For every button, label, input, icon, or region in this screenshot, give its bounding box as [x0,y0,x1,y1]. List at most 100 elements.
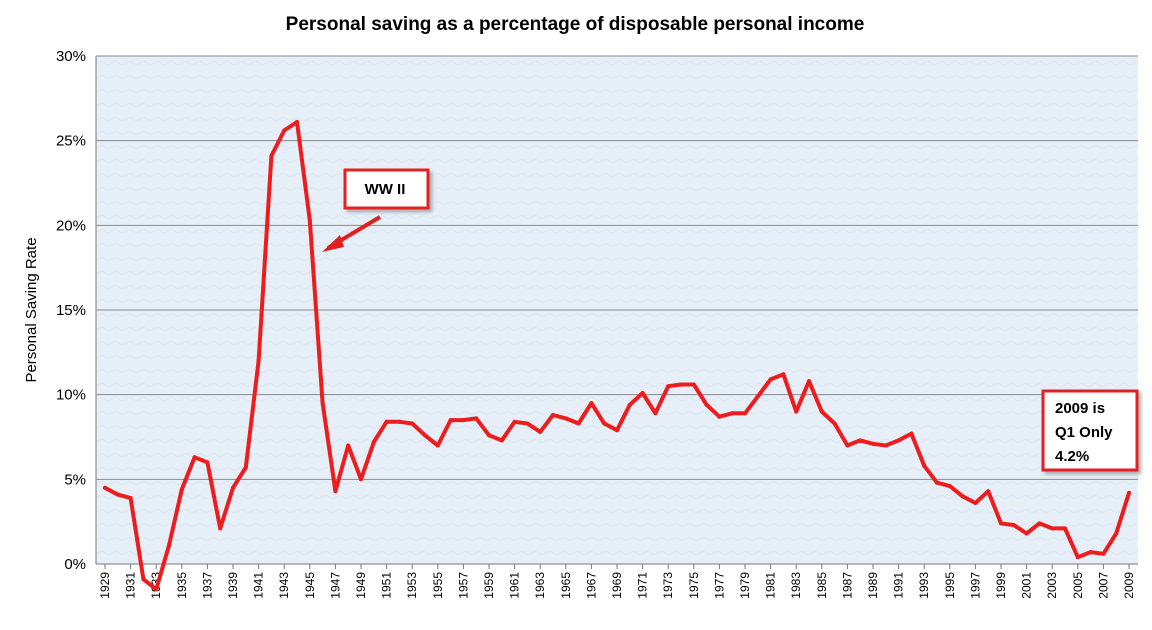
data-point [256,358,261,363]
data-point [282,128,287,133]
x-tick-label: 1929 [98,572,112,599]
q1-2009-callout: 2009 is Q1 Only 4.2% [1041,389,1139,472]
x-tick-label: 2005 [1071,572,1085,599]
x-tick-label: 1987 [840,572,854,599]
x-tick-label: 1935 [175,572,189,599]
data-point [781,372,786,377]
data-point [1037,521,1042,526]
data-point [717,414,722,419]
data-point [1114,531,1119,536]
data-point [269,153,274,158]
data-point [320,401,325,406]
y-tick-label: 20% [56,217,86,234]
data-point [307,218,312,223]
ww2-callout: WW II [322,168,430,252]
data-point [359,477,363,482]
data-point [461,418,466,423]
x-tick-label: 1955 [431,572,445,599]
y-tick-label: 5% [64,471,86,488]
data-point [730,411,735,416]
data-point [499,438,504,443]
data-point [410,421,415,426]
chart-title: Personal saving as a percentage of dispo… [286,14,865,35]
data-point [1088,550,1093,555]
x-tick-label: 1989 [866,572,880,599]
data-point [1063,526,1067,531]
data-point [167,543,171,548]
data-point [192,455,197,460]
data-point [448,418,453,423]
data-point [973,501,978,505]
data-point [231,485,235,490]
data-point [807,379,811,384]
data-point [141,577,146,582]
x-tick-label: 1963 [533,572,547,599]
x-tick-label: 1981 [764,572,778,599]
data-point [653,411,658,416]
y-tick-label: 25% [56,133,86,150]
data-point [128,496,133,500]
data-point [1075,555,1080,560]
data-point [794,409,799,414]
x-tick-label: 1971 [636,572,650,599]
y-axis-label: Personal Saving Rate [23,237,40,382]
data-point [679,382,683,387]
data-point [205,460,210,465]
data-point [218,526,223,531]
data-point [743,411,747,416]
data-point [1011,523,1016,528]
data-point [551,413,555,417]
data-point [947,484,952,489]
q1-2009-annotation-line-2: Q1 Only [1055,424,1113,441]
x-tick-label: 2007 [1096,572,1110,599]
data-point [346,443,351,448]
data-point [986,489,991,494]
x-tick-label: 1953 [405,572,419,599]
data-point [1101,551,1106,556]
x-tick-label: 1961 [508,572,522,599]
q1-2009-annotation-line-1: 2009 is [1055,400,1105,417]
q1-2009-annotation-box [1041,389,1139,472]
data-point [845,443,850,448]
ww2-annotation-text: WW II [365,181,406,198]
y-axis-ticks: 0% 5% 10% 15% 20% 25% 30% [56,48,86,573]
y-tick-label: 15% [56,302,86,319]
data-point [295,120,299,124]
data-point [640,391,645,395]
data-point [115,492,120,497]
x-tick-label: 1941 [252,572,266,599]
x-tick-label: 1969 [610,572,624,599]
ww2-annotation-box [343,168,430,210]
x-tick-label: 1949 [354,572,368,599]
x-tick-label: 1943 [277,572,291,599]
data-point [397,419,402,424]
x-tick-label: 1993 [917,572,931,599]
data-point [103,485,107,490]
data-point [935,480,939,485]
data-point [1127,490,1131,495]
x-tick-label: 1991 [892,572,906,599]
x-tick-label: 1983 [789,572,803,599]
x-tick-label: 1973 [661,572,675,599]
data-point [563,416,568,421]
x-tick-label: 1999 [994,572,1008,599]
x-tick-label: 1959 [482,572,496,599]
data-point [525,421,530,426]
data-point [832,421,837,426]
x-tick-label: 1977 [712,572,726,599]
data-point [960,494,965,499]
data-point [819,409,824,414]
data-point [487,433,491,438]
data-point [243,465,248,470]
data-point [858,438,863,443]
y-tick-label: 30% [56,48,86,65]
data-point [384,419,389,424]
q1-2009-annotation-line-3: 4.2% [1055,448,1089,465]
data-point [576,421,581,426]
x-tick-label: 1957 [456,572,470,599]
x-tick-label: 1975 [687,572,701,599]
data-point [333,489,338,494]
data-point [179,487,184,492]
data-point [474,416,479,421]
